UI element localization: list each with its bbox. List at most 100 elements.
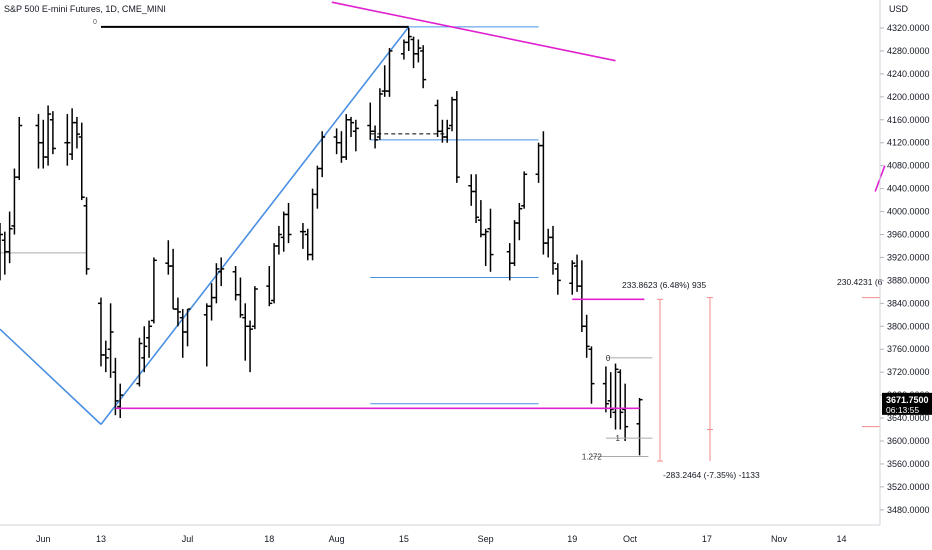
ohlc-bar[interactable] <box>386 48 393 97</box>
ohlc-bar[interactable] <box>333 128 340 155</box>
blue-trendline <box>0 328 102 425</box>
ohlc-bar[interactable] <box>304 228 311 261</box>
ohlc-bar[interactable] <box>473 174 480 224</box>
ohlc-bar[interactable] <box>617 369 624 430</box>
ohlc-bar[interactable] <box>275 225 282 255</box>
ohlc-bar[interactable] <box>218 257 225 287</box>
ohlc-bar[interactable] <box>165 240 172 275</box>
ohlc-bar[interactable] <box>415 39 422 63</box>
ohlc-bar[interactable] <box>482 228 489 267</box>
ohlc-bar[interactable] <box>477 200 484 238</box>
x-tick-label: Nov <box>771 534 788 544</box>
ohlc-bar[interactable] <box>521 171 528 209</box>
ohlc-bar[interactable] <box>545 228 552 258</box>
ohlc-bar[interactable] <box>78 122 85 201</box>
ohlc-bar[interactable] <box>280 211 287 252</box>
ohlc-bar[interactable] <box>40 119 47 169</box>
ohlc-bar[interactable] <box>578 260 585 333</box>
ohlc-bar[interactable] <box>554 263 561 295</box>
ohlc-bar[interactable] <box>352 119 359 152</box>
ohlc-bar[interactable] <box>449 96 456 132</box>
ohlc-bar[interactable] <box>439 119 446 143</box>
ohlc-bar[interactable] <box>453 91 460 183</box>
ohlc-bar[interactable] <box>343 114 350 160</box>
x-tick-label: 15 <box>399 534 409 544</box>
ohlc-bar[interactable] <box>506 243 513 281</box>
ohlc-bar[interactable] <box>117 383 124 419</box>
ohlc-bar[interactable] <box>319 131 326 178</box>
ohlc-bar[interactable] <box>444 119 451 143</box>
ohlc-bars <box>0 28 643 456</box>
ohlc-bar[interactable] <box>511 220 518 267</box>
ohlc-bar[interactable] <box>583 314 590 358</box>
y-tick-label: 4080.0000 <box>887 161 930 171</box>
ohlc-bar[interactable] <box>612 363 619 430</box>
ohlc-bar[interactable] <box>588 346 595 404</box>
ohlc-bar[interactable] <box>372 125 379 149</box>
ohlc-bar[interactable] <box>569 260 576 295</box>
ohlc-bar[interactable] <box>405 28 412 51</box>
ohlc-bar[interactable] <box>535 142 542 183</box>
ohlc-bar[interactable] <box>203 303 210 367</box>
ohlc-bar[interactable] <box>174 297 181 327</box>
ohlc-bar[interactable] <box>83 197 90 275</box>
ohlc-bar[interactable] <box>376 88 383 140</box>
ohlc-bar[interactable] <box>6 211 13 264</box>
ohlc-bar[interactable] <box>242 303 249 361</box>
ohlc-bar[interactable] <box>11 168 18 235</box>
y-tick-label: 4320.0000 <box>887 23 930 33</box>
x-tick-label: 18 <box>264 534 274 544</box>
ohlc-bar[interactable] <box>602 366 609 413</box>
ohlc-bar[interactable] <box>487 208 494 272</box>
ohlc-bar[interactable] <box>251 286 258 330</box>
ohlc-bar[interactable] <box>184 308 191 347</box>
ohlc-bar[interactable] <box>97 297 104 367</box>
ohlc-bar[interactable] <box>69 108 76 160</box>
ohlc-bar[interactable] <box>410 36 417 69</box>
ohlc-bar[interactable] <box>16 116 23 181</box>
y-tick-label: 4000.0000 <box>887 207 930 217</box>
ohlc-bar[interactable] <box>102 340 109 373</box>
ohlc-bar[interactable] <box>309 188 316 261</box>
ohlc-bar[interactable] <box>420 45 427 89</box>
ohlc-bar[interactable] <box>271 243 278 304</box>
ohlc-bar[interactable] <box>540 131 547 255</box>
ohlc-bar[interactable] <box>299 223 306 249</box>
ohlc-bar[interactable] <box>0 223 3 281</box>
ohlc-bar[interactable] <box>237 277 244 318</box>
ohlc-bar[interactable] <box>141 326 148 373</box>
ohlc-bar[interactable] <box>150 257 157 324</box>
ohlc-bar[interactable] <box>550 225 557 275</box>
ohlc-bar[interactable] <box>170 248 177 310</box>
ohlc-bar[interactable] <box>136 337 143 387</box>
ohlc-bar[interactable] <box>622 383 629 441</box>
y-tick-label: 3760.0000 <box>887 344 930 354</box>
x-tick-label: 17 <box>702 534 712 544</box>
ohlc-bar[interactable] <box>468 174 475 206</box>
ohlc-bar[interactable] <box>146 320 153 358</box>
ohlc-bar[interactable] <box>607 372 614 419</box>
ohlc-bar[interactable] <box>45 105 52 166</box>
ohlc-bar[interactable] <box>64 114 71 166</box>
ohlc-bar[interactable] <box>636 397 643 456</box>
ohlc-bar[interactable] <box>381 65 388 97</box>
ohlc-bar[interactable] <box>35 114 42 169</box>
ohlc-bar[interactable] <box>348 116 355 137</box>
ohlc-bar[interactable] <box>314 165 321 209</box>
ohlc-bar[interactable] <box>247 320 254 373</box>
ohlc-bar[interactable] <box>213 263 220 304</box>
ohlc-bar[interactable] <box>107 303 114 378</box>
ohlc-bar[interactable] <box>208 283 215 321</box>
ohlc-bar[interactable] <box>338 131 345 163</box>
x-tick-label: Jul <box>182 534 194 544</box>
ohlc-bar[interactable] <box>285 202 292 244</box>
fib-label: 1.272 <box>582 452 603 461</box>
ohlc-bar[interactable] <box>266 266 273 307</box>
ohlc-bar[interactable] <box>49 111 56 155</box>
last-price-badge[interactable] <box>882 392 932 415</box>
ohlc-bar[interactable] <box>73 116 80 149</box>
ohlc-bar[interactable] <box>112 357 119 416</box>
ohlc-bar[interactable] <box>516 202 523 241</box>
x-tick-label: Oct <box>623 534 638 544</box>
